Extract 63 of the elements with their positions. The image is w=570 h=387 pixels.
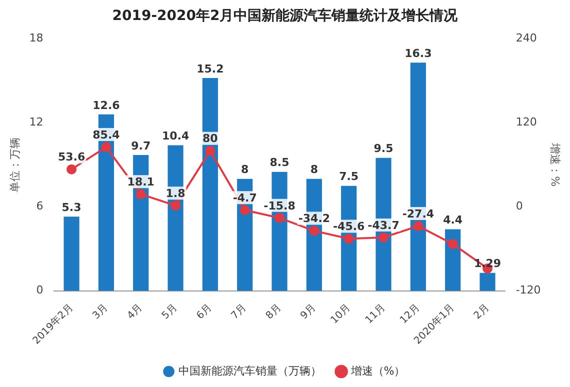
y2-tick-label: 120: [516, 116, 537, 129]
x-tick-label: 9月: [298, 302, 318, 322]
data-label: 9.5: [374, 142, 394, 156]
data-label: 85.4: [92, 128, 120, 142]
x-tick-label: 11月: [364, 302, 388, 326]
y2-tick-label: -120: [516, 284, 541, 297]
data-label: 18.1: [127, 176, 154, 189]
data-label: 5.3: [62, 201, 82, 214]
data-label: 4.4: [443, 214, 463, 227]
data-label: 8: [310, 163, 318, 176]
point: [205, 146, 216, 156]
legend-label: 增速（%）: [350, 364, 406, 378]
x-tick-label: 4月: [125, 302, 145, 322]
data-label: 80: [202, 132, 218, 146]
x-tick-label: 3月: [90, 302, 110, 322]
data-label: -34.2: [298, 212, 330, 226]
data-label: 8.5: [270, 156, 290, 170]
data-label: -15.8: [264, 199, 296, 212]
data-label: 53.6: [58, 150, 86, 164]
data-label: 10.4: [162, 130, 190, 143]
bar: [445, 229, 461, 291]
point: [101, 142, 112, 152]
x-tick-label: 12月: [398, 302, 422, 326]
y-tick-label: 12: [29, 116, 44, 129]
y-tick-label: 18: [29, 32, 44, 45]
point: [66, 164, 77, 174]
data-label: 9.7: [131, 139, 151, 152]
x-tick-label: 10月: [328, 302, 353, 326]
chart-title: 2019-2020年2月中国新能源汽车销量统计及增长情况: [112, 7, 459, 24]
y2-tick-label: 0: [516, 200, 523, 213]
y2-axis-title: 增速：%: [548, 142, 562, 187]
point: [344, 234, 354, 244]
x-tick-label: 8月: [264, 302, 284, 322]
y-axis-title: 单位：万辆: [8, 137, 22, 192]
bar: [202, 78, 218, 291]
x-tick-label: 5月: [160, 302, 180, 322]
data-label: -4.7: [232, 192, 257, 205]
y-tick-label: 6: [36, 200, 44, 213]
legend-label: 中国新能源汽车销量（万辆）: [178, 364, 322, 378]
data-label: 1.8: [166, 186, 186, 200]
point: [240, 205, 250, 216]
point: [413, 221, 424, 232]
data-label: 16.3: [404, 46, 432, 60]
point: [136, 189, 146, 200]
x-tick-label: 7月: [229, 302, 249, 322]
x-tick-label: 6月: [194, 302, 214, 322]
data-label: 15.2: [196, 62, 224, 76]
data-label: 8: [241, 163, 249, 176]
y-tick-label: 0: [36, 284, 44, 297]
x-tick-label: 2月: [472, 302, 492, 322]
point: [309, 226, 320, 236]
data-label: 7.5: [339, 170, 359, 184]
data-label: 12.6: [92, 98, 120, 112]
data-label: -27.4: [402, 207, 434, 220]
y2-tick-label: 240: [516, 32, 537, 45]
bar: [480, 272, 496, 291]
point: [274, 212, 285, 223]
point: [170, 200, 181, 211]
point: [448, 238, 458, 249]
bar: [64, 216, 80, 291]
data-label: -45.6: [332, 220, 366, 234]
point: [378, 232, 389, 242]
data-label: -43.7: [368, 218, 400, 232]
